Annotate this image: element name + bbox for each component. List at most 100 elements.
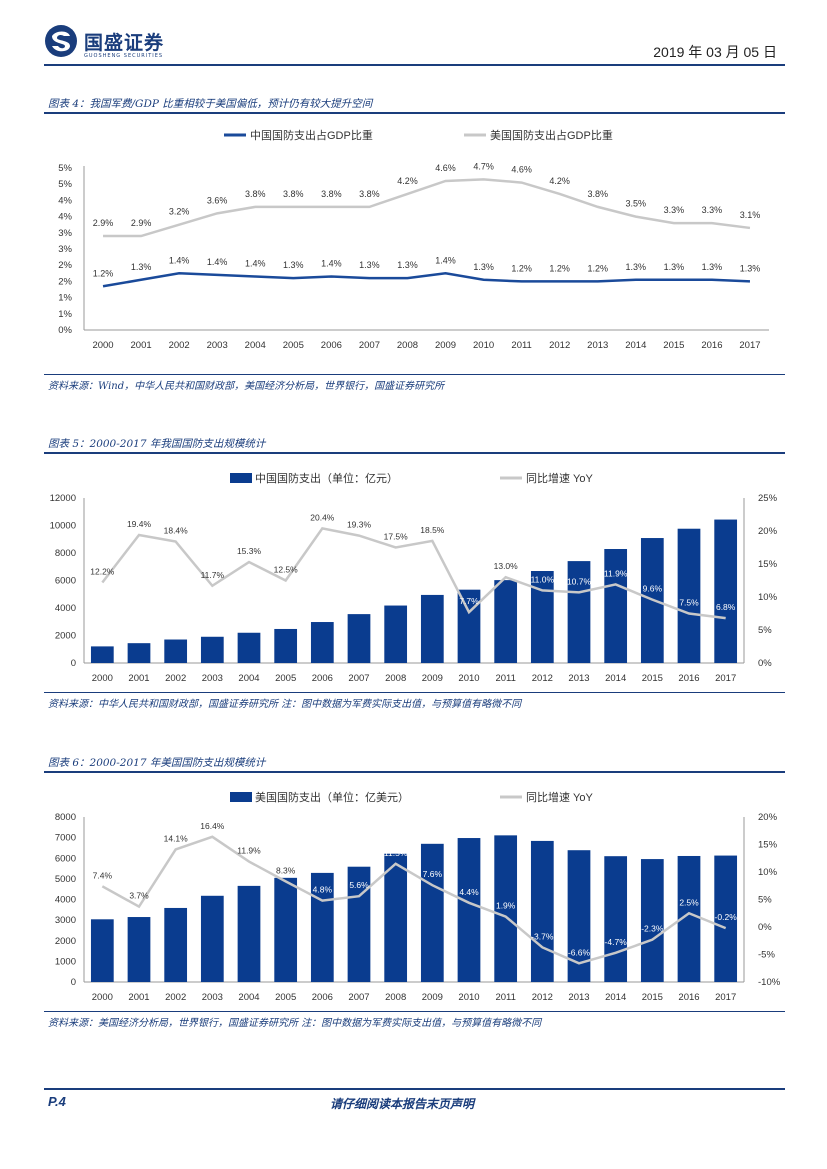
y2-tick-label: 20% [758,526,778,537]
data-label: 1.3% [626,262,647,272]
data-label: 3.1% [740,210,761,220]
data-label: 4.6% [511,165,532,175]
x-tick-label: 2014 [625,340,646,351]
data-label: 11.5% [384,848,408,858]
bar [677,855,701,982]
y-tick-label: 0 [71,977,76,988]
y-tick-label: 3% [58,244,72,255]
data-label: 12.5% [274,565,299,575]
figure-6-top-rule [44,771,785,773]
company-logo: 国盛证券 GUOSHENG SECURITIES [44,22,244,62]
x-tick-label: 2005 [275,992,296,1003]
data-label: 1.3% [397,260,418,270]
figure-5-bottom-rule [44,692,785,693]
data-label: 12.2% [90,566,115,576]
data-label: 1.3% [359,260,380,270]
data-label: 11.7% [201,570,225,580]
legend-swatch-bar [230,792,252,802]
x-tick-label: 2000 [92,992,113,1003]
bar [384,853,408,982]
bar [714,855,738,982]
logo-emblem-icon [45,25,77,57]
legend-label-line: 同比增速 YoY [526,790,594,804]
data-label: 1.4% [207,257,228,267]
data-label: 1.4% [321,259,342,269]
chart-us-defense: 美国国防支出（单位：亿美元） 同比增速 YoY 0 1000 2000 3000 4000 5… [55,790,781,1003]
y-tick-label: 8000 [55,812,76,823]
y-tick-label: 2000 [55,631,76,642]
footer-divider [44,1088,785,1090]
y2-tick-label: 0% [758,922,772,933]
x-tick-label: 2016 [678,673,699,684]
data-label: 1.3% [131,262,152,272]
data-label: -2.3% [641,924,664,934]
chart-gdp-ratio: 中国国防支出占GDP比重 美国国防支出占GDP比重 0% 1% 1% 2% 2% 3% 3% 4%… [58,128,769,351]
y-tick-label: 1000 [55,956,76,967]
x-tick-label: 2008 [385,992,406,1003]
data-label: 1.3% [473,262,494,272]
y2-tick-label: 10% [758,592,778,603]
bar [604,549,628,663]
figure-6-bottom-rule [44,1011,785,1012]
y-tick-label: 6000 [55,853,76,864]
bar [347,614,371,663]
y2-tick-label: -5% [758,950,775,961]
y-tick-label: 2% [58,260,72,271]
yoy-line [101,835,727,965]
x-tick-label: 2001 [128,673,149,684]
logo-subtitle: GUOSHENG SECURITIES [84,53,164,59]
legend-label-bar: 中国国防支出（单位：亿元） [255,471,398,485]
data-label: 4.2% [397,176,418,186]
legend-label-line: 同比增速 YoY [526,471,594,485]
data-label: 1.4% [169,255,190,265]
legend-label-0: 中国国防支出占GDP比重 [250,128,373,142]
y-tick-label: 5000 [55,874,76,885]
data-label: 17.5% [384,532,409,542]
data-label: 3.8% [359,189,380,199]
x-tick-label: 2010 [473,340,494,351]
data-label: 18.5% [420,525,445,535]
bar [677,528,701,663]
data-label: 6.8% [716,602,736,612]
series-line-0 [102,272,751,288]
bar [200,895,224,982]
x-tick-label: 2013 [568,992,589,1003]
y-tick-label: 4% [58,212,72,223]
bar [604,856,628,982]
y2-tick-label: 5% [758,625,772,636]
y2-tick-label: 0% [758,658,772,669]
x-tick-label: 2006 [312,673,333,684]
y-tick-label: 1% [58,309,72,320]
data-label: 1.2% [549,263,570,273]
data-label: 1.3% [702,262,723,272]
bar [530,570,554,663]
data-label: 7.5% [679,598,699,608]
bar [127,643,151,663]
data-label: 20.4% [310,512,335,522]
x-tick-label: 2017 [715,673,736,684]
bar [567,561,591,663]
data-label: 2.5% [679,897,699,907]
y-tick-label: 6000 [55,576,76,587]
bar [494,835,518,982]
y-tick-label: 3000 [55,915,76,926]
data-label: 7.7% [459,596,479,606]
data-label: 2.9% [93,218,114,228]
bar [164,639,188,663]
y-tick-label: 5% [58,179,72,190]
y2-tick-label: 15% [758,840,778,851]
y2-tick-label: 15% [758,559,778,570]
x-tick-label: 2011 [495,992,515,1003]
figure-4-bottom-rule [44,374,785,375]
data-label: 3.8% [245,189,266,199]
data-label: 2.9% [131,218,152,228]
figure-4-source: 资料来源：Wind，中华人民共和国财政部，美国经济分析局，世界银行，国盛证券研究… [48,381,445,392]
data-label: 1.2% [93,268,114,278]
figure-5-top-rule [44,452,785,454]
bar [640,859,664,982]
data-label: 15.3% [237,546,262,556]
x-tick-label: 2003 [207,340,228,351]
x-tick-label: 2016 [678,992,699,1003]
data-label: 4.6% [435,163,456,173]
x-tick-label: 2002 [165,992,186,1003]
